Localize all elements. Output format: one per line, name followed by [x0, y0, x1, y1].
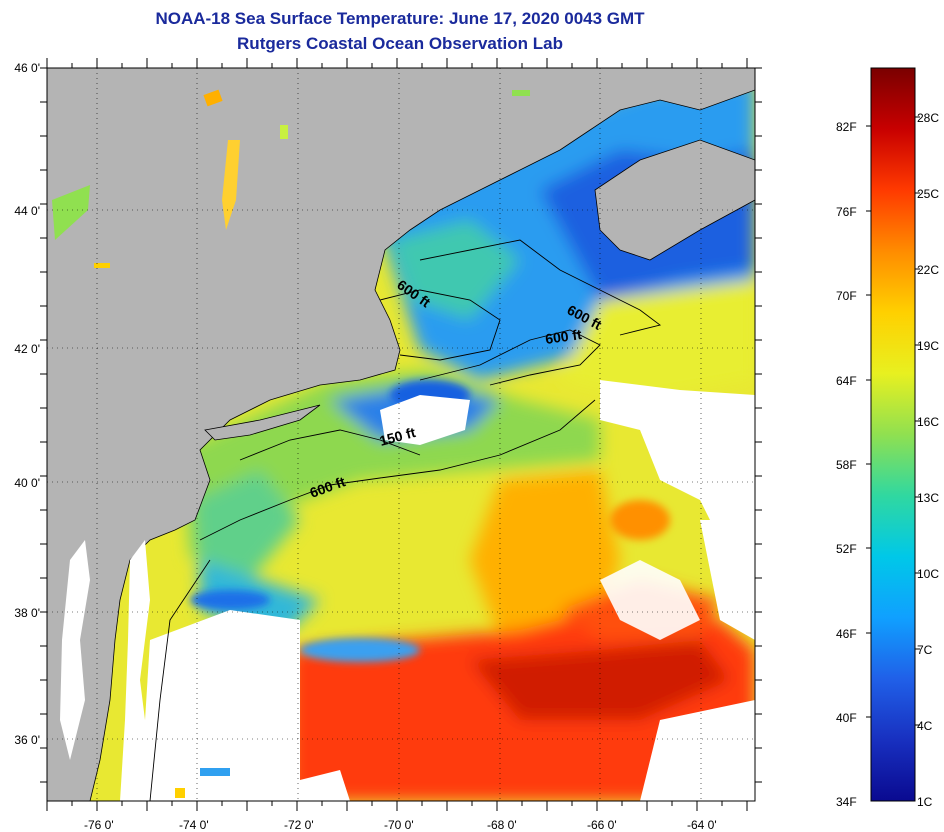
lat-label: 46 0': [14, 61, 40, 75]
colorbar-label-f: 82F: [836, 120, 857, 134]
lat-label: 42 0': [14, 342, 40, 356]
lon-label: -66 0': [587, 818, 617, 832]
lon-label: -70 0': [384, 818, 414, 832]
colorbar-label-c: 25C: [917, 187, 940, 201]
colorbar-label-c: 19C: [917, 339, 940, 353]
lat-label: 44 0': [14, 204, 40, 218]
inland-pixels: [52, 89, 530, 798]
colorbar-label-c: 1C: [917, 795, 933, 809]
colorbar-ticks: [866, 116, 920, 726]
colorbar-label-c: 10C: [917, 567, 940, 581]
map-frame: [46, 67, 756, 802]
lat-label: 40 0': [14, 476, 40, 490]
colorbar-label-c: 28C: [917, 111, 940, 125]
colorbar-label-c: 22C: [917, 263, 940, 277]
map-subtitle: Rutgers Coastal Ocean Observation Lab: [237, 34, 563, 53]
colorbar-label-f: 46F: [836, 627, 857, 641]
map-area[interactable]: [47, 68, 755, 801]
cloud-mask: [140, 380, 755, 801]
colorbar-label-f: 64F: [836, 374, 857, 388]
graticule: [47, 68, 755, 801]
lon-label: -74 0': [179, 818, 209, 832]
lon-label: -64 0': [687, 818, 717, 832]
colorbar-label-c: 7C: [917, 643, 933, 657]
axis-ticks: [40, 58, 762, 811]
colorbar-label-f: 58F: [836, 458, 857, 472]
colorbar-label-f: 70F: [836, 289, 857, 303]
lon-label: -68 0': [487, 818, 517, 832]
colorbar-label-c: 13C: [917, 491, 940, 505]
colorbar-label-f: 34F: [836, 795, 857, 809]
lat-label: 36 0': [14, 733, 40, 747]
land-mask: [47, 68, 755, 801]
colorbar-label-c: 4C: [917, 719, 933, 733]
colorbar-label-c: 16C: [917, 415, 940, 429]
colorbar-label-f: 76F: [836, 205, 857, 219]
colorbar-label-f: 40F: [836, 711, 857, 725]
estuaries: [60, 540, 150, 801]
lon-label: -76 0': [84, 818, 114, 832]
lat-label: 38 0': [14, 606, 40, 620]
map-title: NOAA-18 Sea Surface Temperature: June 17…: [155, 9, 645, 28]
colorbar: [870, 67, 916, 802]
lon-label: -72 0': [284, 818, 314, 832]
isobath-label-600ft: 600 ft: [544, 326, 583, 347]
isobaths: [149, 239, 662, 801]
colorbar-label-f: 52F: [836, 542, 857, 556]
